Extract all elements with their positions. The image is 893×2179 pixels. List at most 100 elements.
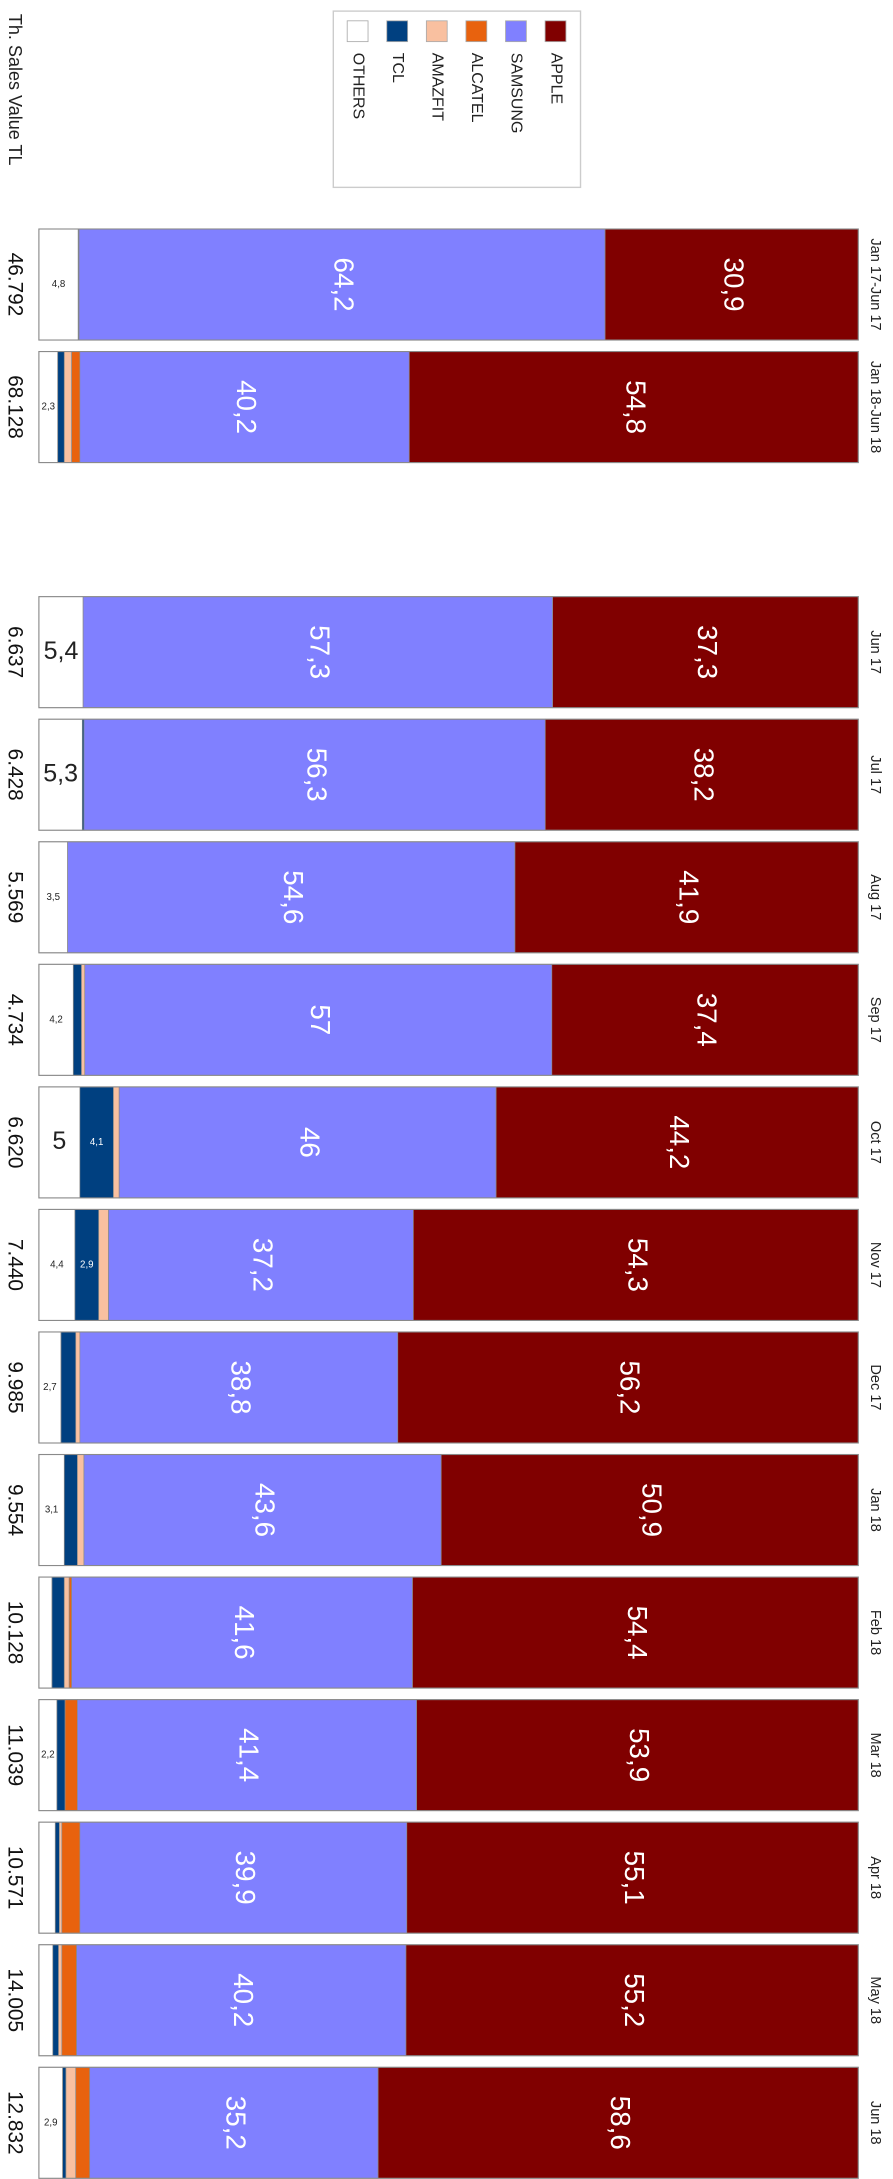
legend-box — [332, 10, 582, 189]
legend-swatch — [544, 20, 567, 43]
x-tick-label: Jun 17 — [867, 630, 883, 674]
value-label: 40,2 — [228, 1973, 259, 2027]
bar-segment — [56, 1699, 66, 1811]
rotated-chart: Th. Sales Value TL APPLE SAMSUNG ALCATEL AM… — [3, 10, 883, 2179]
value-label: 4,4 — [50, 1259, 64, 1270]
value-label: 5,4 — [44, 637, 79, 665]
value-label: 57,3 — [305, 625, 336, 679]
value-label: 64,2 — [329, 258, 360, 312]
value-label: 4,1 — [90, 1137, 104, 1148]
value-label: 50,9 — [636, 1483, 667, 1537]
value-label: 2,3 — [42, 402, 56, 413]
legend-label: AMAZFIT — [429, 53, 446, 121]
value-label: 54,6 — [278, 870, 309, 924]
bar-segment — [58, 1944, 63, 2057]
bar-outline — [38, 718, 859, 831]
x-tick-label: Mar 18 — [867, 1732, 883, 1777]
bar-segment — [81, 963, 86, 1076]
bar-segment — [77, 1454, 85, 1566]
total-label: 6.620 — [3, 1116, 26, 1168]
value-label: 55,1 — [619, 1851, 650, 1905]
value-label: 2,2 — [41, 1750, 55, 1761]
bar-segment — [72, 963, 82, 1076]
x-tick-label: Jan 18 — [867, 1488, 883, 1532]
bar-outline — [38, 1576, 859, 1689]
value-label: 58,6 — [605, 2096, 636, 2150]
value-label: 53,9 — [624, 1728, 655, 1782]
legend-label: OTHERS — [349, 53, 366, 119]
total-label: 7.440 — [3, 1239, 26, 1291]
value-label: 57 — [305, 1004, 336, 1035]
legend-swatch — [465, 20, 488, 43]
legend-label: SAMSUNG — [508, 53, 525, 134]
legend-swatch — [386, 20, 409, 43]
bar-segment — [60, 1331, 77, 1444]
bar-segment — [52, 1944, 59, 2057]
value-label: 54,4 — [622, 1606, 653, 1660]
value-label: 43,6 — [249, 1483, 280, 1537]
bar-outline — [38, 228, 859, 341]
value-label: 54,3 — [622, 1238, 653, 1292]
bar-outline — [38, 596, 859, 709]
value-label: 4,8 — [52, 279, 66, 290]
total-label: 12.832 — [3, 2091, 26, 2155]
total-label: 5.569 — [3, 871, 26, 923]
bar-segment — [63, 351, 73, 463]
bar-segment — [98, 1209, 109, 1321]
bar-outline — [38, 1086, 859, 1199]
bar-segment — [63, 1454, 78, 1566]
bar-outline — [38, 1453, 859, 1567]
bar-outline — [38, 841, 859, 954]
value-label: 37,3 — [692, 625, 723, 679]
value-label: 55,2 — [619, 1973, 650, 2027]
x-tick-label: Jan 17-Jun 17 — [867, 238, 883, 330]
value-label: 5,3 — [43, 759, 78, 787]
bar-segment — [65, 2066, 77, 2179]
bar-segment — [68, 1576, 73, 1689]
total-label: 10.128 — [3, 1601, 26, 1665]
value-label: 37,4 — [692, 993, 723, 1047]
bar-segment — [54, 1821, 60, 1934]
value-label: 5 — [52, 1127, 66, 1155]
bar-segment — [57, 351, 65, 463]
x-tick-label: Apr 18 — [867, 1856, 883, 1899]
value-label: 2,7 — [43, 1382, 57, 1393]
legend-swatch — [505, 20, 527, 43]
bar-segment — [71, 351, 81, 463]
value-label: 3,5 — [46, 892, 60, 903]
x-tick-label: Jan 18-Jun 18 — [867, 361, 883, 453]
x-tick-label: Jun 18 — [867, 2101, 883, 2145]
x-tick-label: May 18 — [867, 1976, 883, 2024]
value-label: 38,8 — [225, 1360, 256, 1414]
bar-segment — [38, 1944, 54, 2057]
bar-outline — [38, 350, 859, 464]
bar-segment — [51, 1576, 65, 1689]
value-label: 38,2 — [688, 748, 719, 802]
x-tick-label: Oct 17 — [867, 1121, 883, 1164]
bar-outline — [38, 1944, 859, 2057]
value-label: 56,2 — [615, 1360, 646, 1414]
x-tick-label: Aug 17 — [867, 874, 883, 920]
value-label: 3,1 — [45, 1505, 59, 1516]
bar-outline — [38, 1699, 859, 1812]
value-label: 37,2 — [248, 1238, 279, 1292]
value-label: 44,2 — [664, 1115, 695, 1169]
legend-swatch — [346, 20, 369, 43]
bar-segment — [62, 2066, 67, 2179]
bar-segment — [75, 1331, 81, 1444]
bar-segment — [38, 1821, 56, 1934]
value-label: 56,3 — [301, 748, 332, 802]
x-tick-label: Dec 17 — [867, 1364, 883, 1410]
x-tick-label: Nov 17 — [867, 1242, 883, 1288]
total-label: 9.985 — [3, 1361, 26, 1413]
x-tick-label: Feb 18 — [867, 1610, 883, 1655]
value-label: 40,2 — [231, 380, 262, 434]
value-label: 46 — [294, 1127, 325, 1158]
bar-outline — [38, 1208, 859, 1322]
total-label: 4.734 — [3, 994, 26, 1046]
x-tick-label: Sep 17 — [867, 997, 883, 1043]
x-tick-label: Jul 17 — [867, 755, 883, 794]
value-label: 39,9 — [230, 1851, 261, 1905]
